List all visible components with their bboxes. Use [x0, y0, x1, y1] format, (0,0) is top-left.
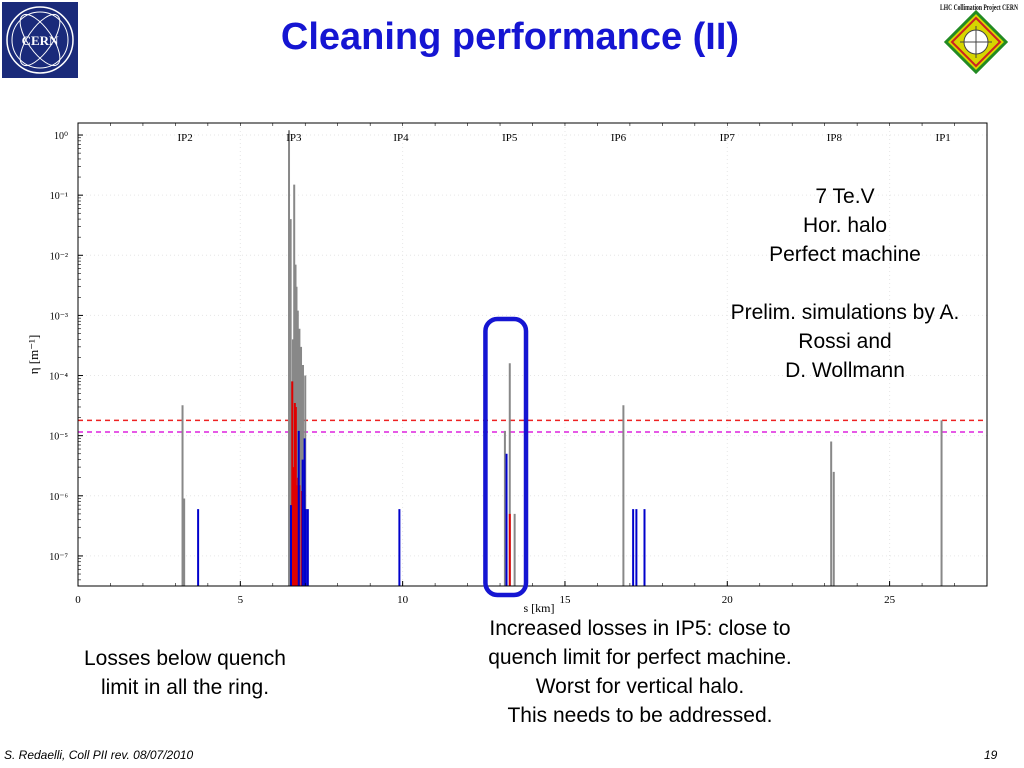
annotation-line: Hor. halo	[802, 214, 888, 237]
y-tick-label: 10⁻¹	[50, 191, 68, 202]
ip-label: IP8	[827, 132, 843, 144]
y-tick-label: 10⁰	[54, 131, 68, 142]
x-tick-label: 25	[884, 594, 896, 606]
axis-ticks: 10⁰ 10⁻¹ 10⁻² 10⁻³ 10⁻⁴ 10⁻⁵ 10⁻⁶ 10⁻⁷ 0 5 10 15 20 2…	[49, 123, 988, 606]
losses-below-quench-note: Losses below quench limit in all the rin…	[50, 644, 320, 702]
ip-labels: IP2 IP3 IP4 IP5 IP6 IP7 IP8 IP1	[177, 132, 950, 144]
ip-label: IP2	[177, 132, 192, 144]
annotation-line: Perfect machine	[769, 243, 921, 266]
page-number: 19	[984, 748, 998, 762]
loss-bars	[181, 130, 943, 586]
annotation-line: D. Wollmann	[785, 359, 905, 382]
cern-logo-text: CERN	[22, 33, 59, 48]
ip-label: IP7	[720, 132, 736, 144]
note-line: quench limit for perfect machine.	[488, 646, 792, 669]
cern-logo: CERN	[2, 2, 78, 78]
ip-label: IP3	[286, 132, 302, 144]
y-axis-label: η [m⁻¹]	[26, 335, 41, 375]
note-line: Losses below quench	[84, 647, 286, 670]
y-tick-label: 10⁻⁶	[49, 492, 68, 503]
note-line: limit in all the ring.	[100, 676, 270, 699]
ip-label: IP5	[502, 132, 518, 144]
ip-label: IP4	[393, 132, 409, 144]
lhc-logo-text: LHC Collimation Project CERN	[940, 3, 1018, 12]
footer-author: S. Redaelli, Coll PII rev. 08/07/2010	[4, 748, 194, 762]
x-tick-label: 5	[238, 594, 244, 606]
ip5-highlight-box	[483, 316, 529, 598]
y-tick-label: 10⁻³	[50, 311, 68, 322]
ip5-losses-note: Increased losses in IP5: close to quench…	[440, 614, 840, 730]
note-line: This needs to be addressed.	[507, 704, 773, 727]
x-tick-label: 10	[397, 594, 409, 606]
x-tick-label: 20	[722, 594, 734, 606]
y-tick-label: 10⁻⁴	[49, 372, 68, 383]
note-line: Worst for vertical halo.	[535, 675, 745, 698]
slide-title: Cleaning performance (II)	[280, 16, 740, 58]
annotation-line: 7 Te.V	[815, 185, 875, 208]
x-axis-label: s [km]	[523, 601, 554, 615]
ip-label: IP6	[611, 132, 627, 144]
annotation-line: Rossi and	[798, 330, 892, 353]
y-tick-label: 10⁻⁷	[49, 552, 68, 563]
note-line: Increased losses in IP5: close to	[489, 617, 791, 640]
simulation-credit-annotation: Prelim. simulations by A. Rossi and D. W…	[700, 298, 990, 385]
x-tick-label: 0	[75, 594, 81, 606]
quench-limit-lines	[78, 419, 987, 433]
x-tick-label: 15	[559, 594, 571, 606]
annotation-line: Prelim. simulations by A.	[730, 301, 960, 324]
y-tick-label: 10⁻²	[50, 251, 68, 262]
lhc-collimation-logo: LHC Collimation Project CERN	[940, 3, 1018, 75]
loss-map-chart: 10⁰ 10⁻¹ 10⁻² 10⁻³ 10⁻⁴ 10⁻⁵ 10⁻⁶ 10⁻⁷ 0 5 10 15 20 2…	[26, 122, 988, 615]
ip-label: IP1	[936, 132, 951, 144]
y-tick-label: 10⁻⁵	[49, 432, 68, 443]
beam-conditions-annotation: 7 Te.V Hor. halo Perfect machine	[740, 182, 950, 269]
